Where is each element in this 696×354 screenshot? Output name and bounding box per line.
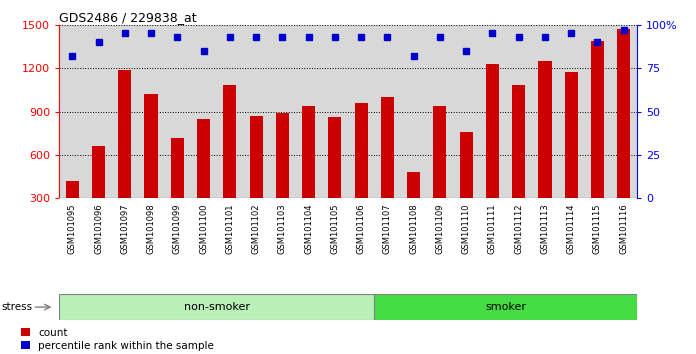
Text: GSM101112: GSM101112 <box>514 203 523 253</box>
Bar <box>512 85 525 242</box>
Bar <box>407 172 420 242</box>
Bar <box>92 146 105 242</box>
Bar <box>486 64 499 242</box>
Text: GSM101105: GSM101105 <box>331 203 340 253</box>
Text: GSM101108: GSM101108 <box>409 203 418 254</box>
Bar <box>459 132 473 242</box>
Bar <box>617 29 631 242</box>
Text: GSM101113: GSM101113 <box>540 203 549 254</box>
Bar <box>591 41 604 242</box>
Text: GSM101103: GSM101103 <box>278 203 287 254</box>
Bar <box>539 61 551 242</box>
Text: GSM101101: GSM101101 <box>226 203 235 253</box>
Text: GSM101115: GSM101115 <box>593 203 602 253</box>
Text: GSM101097: GSM101097 <box>120 203 129 254</box>
Text: GSM101109: GSM101109 <box>436 203 445 253</box>
Bar <box>65 181 79 242</box>
Text: smoker: smoker <box>485 302 526 312</box>
Bar <box>354 103 367 242</box>
Bar <box>171 137 184 242</box>
Text: GSM101104: GSM101104 <box>304 203 313 253</box>
Legend: count, percentile rank within the sample: count, percentile rank within the sample <box>19 326 216 353</box>
Text: GSM101110: GSM101110 <box>461 203 470 253</box>
Text: GSM101095: GSM101095 <box>68 203 77 253</box>
Text: GSM101102: GSM101102 <box>251 203 260 253</box>
Text: GSM101100: GSM101100 <box>199 203 208 253</box>
Bar <box>250 116 262 242</box>
Bar <box>564 73 578 242</box>
Text: GSM101107: GSM101107 <box>383 203 392 254</box>
Text: GDS2486 / 229838_at: GDS2486 / 229838_at <box>59 11 197 24</box>
Bar <box>197 119 210 242</box>
Bar <box>145 94 157 242</box>
Bar <box>374 294 637 320</box>
Bar <box>59 294 374 320</box>
Bar <box>223 85 237 242</box>
Text: GSM101096: GSM101096 <box>94 203 103 254</box>
Text: GSM101099: GSM101099 <box>173 203 182 253</box>
Bar <box>329 117 342 242</box>
Text: GSM101111: GSM101111 <box>488 203 497 253</box>
Text: GSM101098: GSM101098 <box>147 203 156 254</box>
Bar <box>434 106 446 242</box>
Text: non-smoker: non-smoker <box>184 302 250 312</box>
Text: GSM101116: GSM101116 <box>619 203 628 254</box>
Bar <box>118 70 132 242</box>
Bar <box>302 106 315 242</box>
Text: GSM101106: GSM101106 <box>356 203 365 254</box>
Bar <box>381 97 394 242</box>
Text: stress: stress <box>1 302 32 312</box>
Bar <box>276 113 289 242</box>
Text: GSM101114: GSM101114 <box>567 203 576 253</box>
